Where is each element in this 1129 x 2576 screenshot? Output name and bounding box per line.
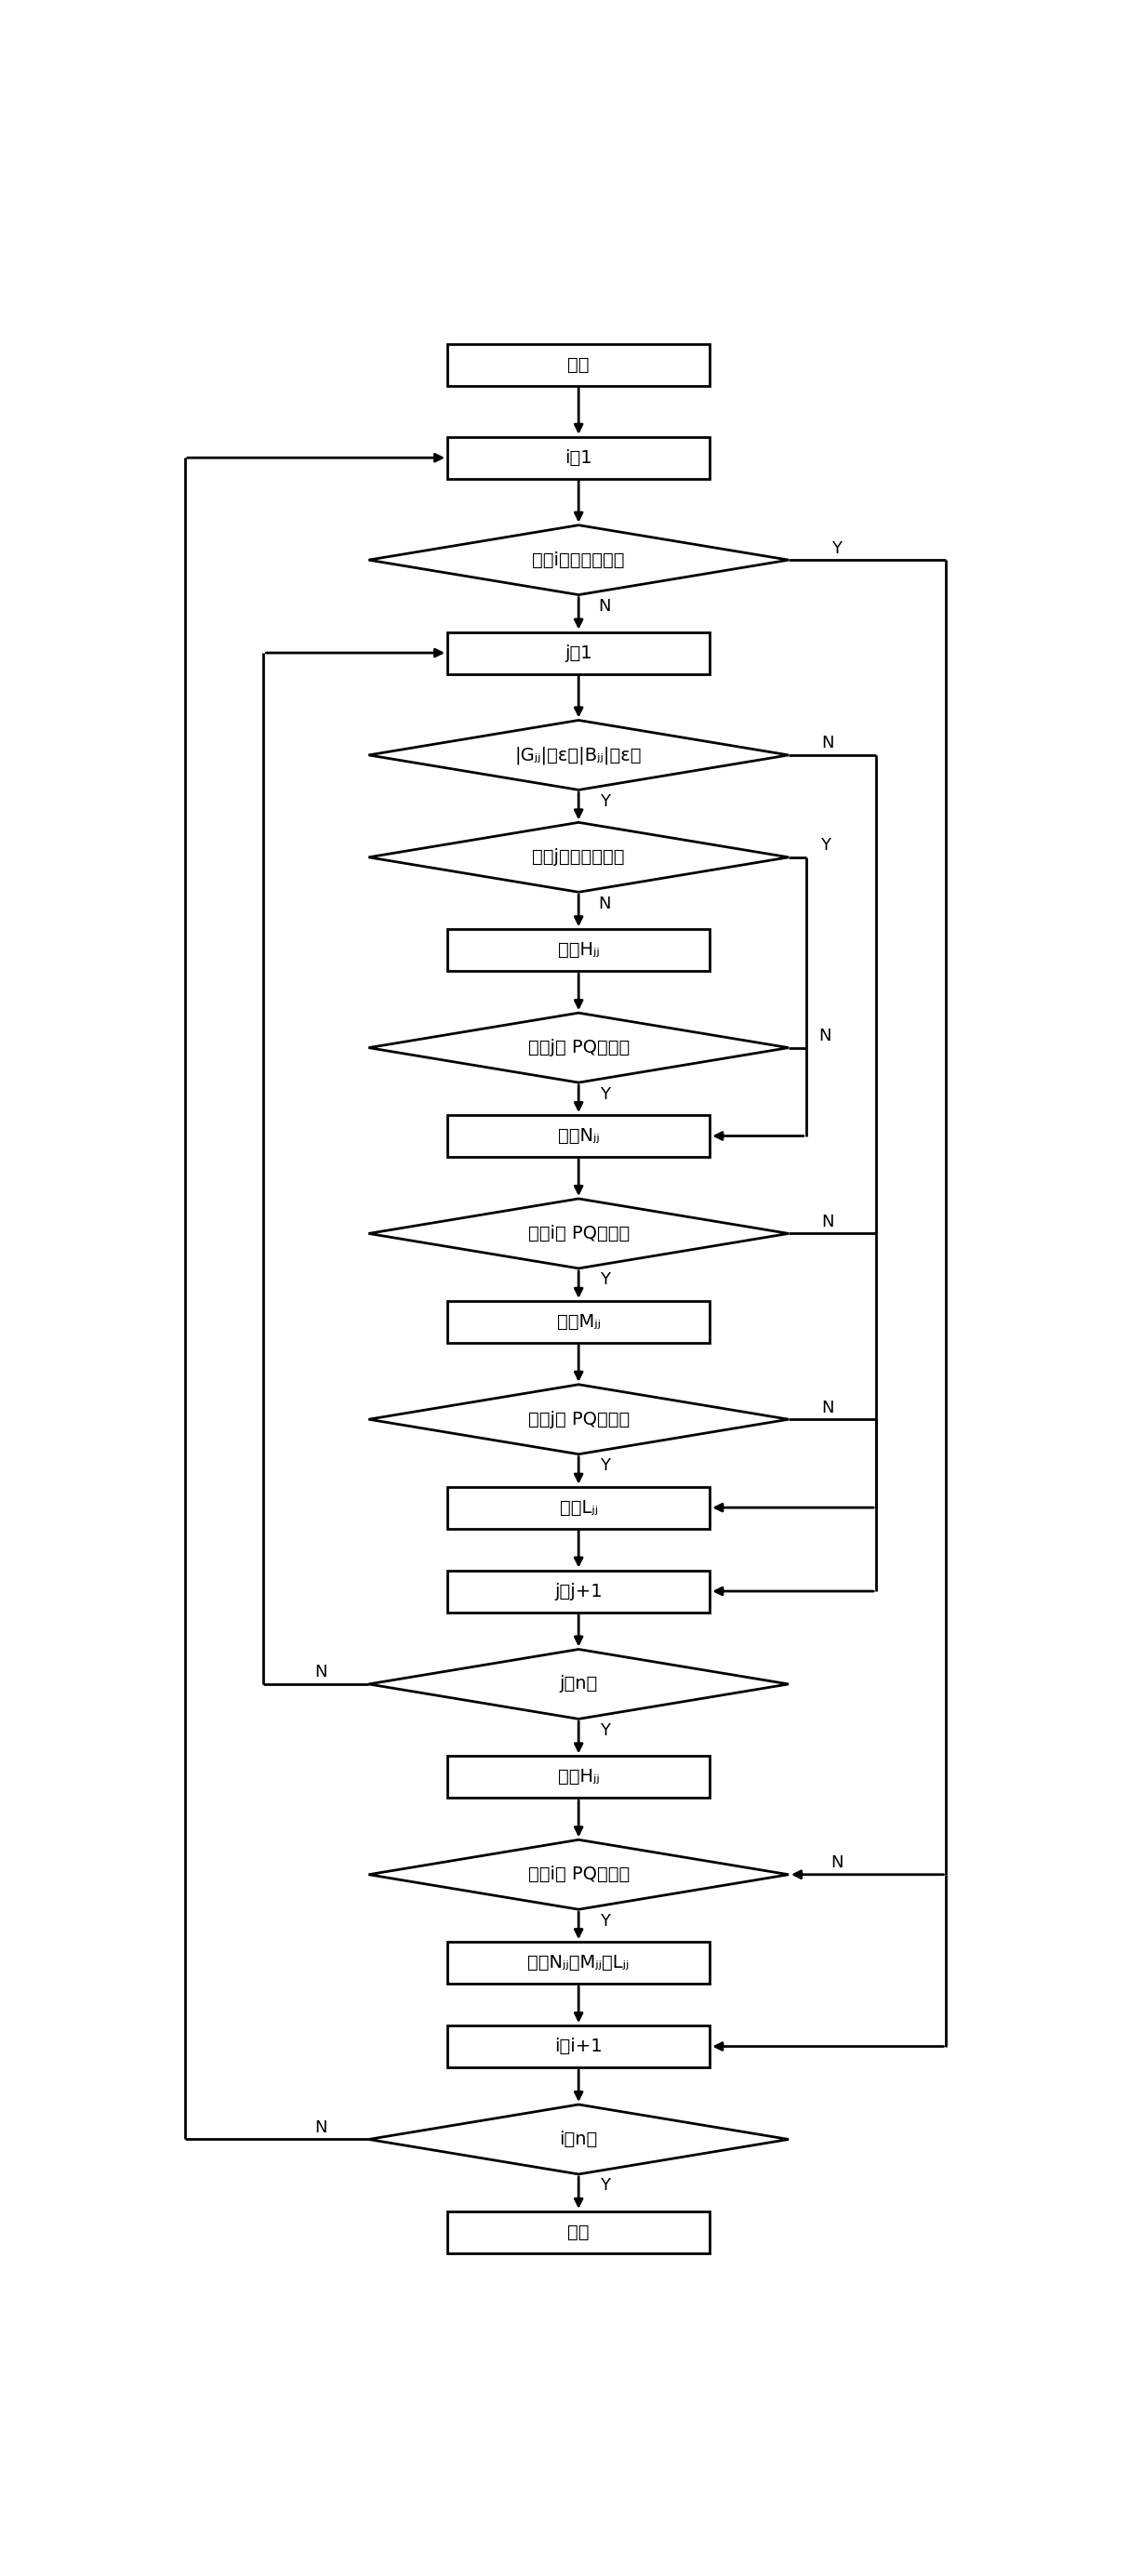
Text: Y: Y [832,541,842,556]
Polygon shape [369,526,789,595]
Polygon shape [369,822,789,891]
Text: 修正Hⱼⱼ: 修正Hⱼⱼ [558,1767,599,1785]
Text: 计算Nⱼⱼ: 计算Nⱼⱼ [558,1128,599,1144]
Text: i＞n？: i＞n？ [560,2130,597,2148]
Text: Y: Y [599,1911,610,1929]
Text: N: N [598,896,611,912]
Polygon shape [369,1649,789,1718]
Polygon shape [369,1839,789,1909]
Text: Y: Y [599,1723,610,1739]
Text: 节点j是 PQ节点？: 节点j是 PQ节点？ [528,1038,629,1056]
Text: N: N [314,1664,326,1682]
Text: Y: Y [599,1273,610,1288]
Text: N: N [822,1399,834,1417]
FancyBboxPatch shape [447,930,710,971]
Text: j＝1: j＝1 [564,644,593,662]
Text: Y: Y [821,837,831,855]
Text: 节点j是 PQ节点？: 节点j是 PQ节点？ [528,1412,629,1427]
Text: N: N [831,1855,843,1870]
Text: 计算Mⱼⱼ: 计算Mⱼⱼ [557,1314,601,1332]
FancyBboxPatch shape [447,2210,710,2254]
FancyBboxPatch shape [447,1942,710,1984]
Text: Y: Y [599,1087,610,1103]
FancyBboxPatch shape [447,1301,710,1342]
Text: N: N [822,734,834,752]
Text: i＝i+1: i＝i+1 [554,2038,603,2056]
Text: N: N [819,1028,832,1043]
FancyBboxPatch shape [447,345,710,386]
Text: Y: Y [599,1458,610,1473]
Text: 开始: 开始 [568,355,589,374]
FancyBboxPatch shape [447,438,710,479]
Text: N: N [314,2120,326,2136]
Text: 节点i是 PQ节点？: 节点i是 PQ节点？ [528,1224,629,1242]
Polygon shape [369,1198,789,1267]
Text: 结束: 结束 [568,2223,589,2241]
Text: i＝1: i＝1 [564,448,593,466]
Polygon shape [369,2105,789,2174]
FancyBboxPatch shape [447,1757,710,1798]
FancyBboxPatch shape [447,631,710,675]
FancyBboxPatch shape [447,2025,710,2069]
FancyBboxPatch shape [447,1571,710,1613]
Text: 计算Hⱼⱼ: 计算Hⱼⱼ [558,940,599,958]
Text: j＝j+1: j＝j+1 [554,1582,603,1600]
Text: 节点i是 PQ节点？: 节点i是 PQ节点？ [528,1865,629,1883]
Text: N: N [598,598,611,616]
Text: Y: Y [599,2177,610,2195]
Polygon shape [369,1383,789,1455]
Polygon shape [369,721,789,791]
FancyBboxPatch shape [447,1115,710,1157]
Text: N: N [822,1213,834,1231]
Text: Y: Y [599,793,610,809]
Polygon shape [369,1012,789,1082]
Text: j＞n？: j＞n？ [560,1674,597,1692]
Text: |Gⱼⱼ|＞ε或|Bⱼⱼ|＞ε？: |Gⱼⱼ|＞ε或|Bⱼⱼ|＞ε？ [515,747,642,765]
FancyBboxPatch shape [447,1486,710,1528]
Text: 节点i是平衡节点？: 节点i是平衡节点？ [533,551,624,569]
Text: 节点j是平衡节点？: 节点j是平衡节点？ [533,848,624,866]
Text: 计算Lⱼⱼ: 计算Lⱼⱼ [560,1499,597,1517]
Text: 修正Nⱼⱼ、Mⱼⱼ、Lⱼⱼ: 修正Nⱼⱼ、Mⱼⱼ、Lⱼⱼ [527,1955,630,1971]
